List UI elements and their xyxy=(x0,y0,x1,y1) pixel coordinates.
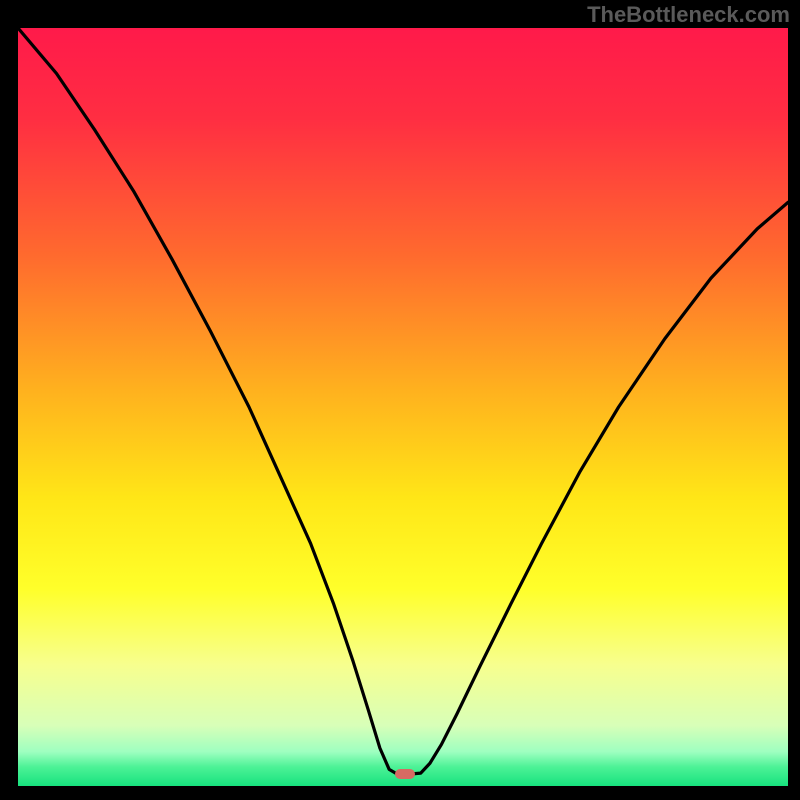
optimum-marker xyxy=(395,769,415,780)
watermark-text: TheBottleneck.com xyxy=(587,2,790,28)
chart-frame: TheBottleneck.com xyxy=(0,0,800,800)
bottleneck-curve xyxy=(18,28,788,786)
plot-area xyxy=(18,28,788,786)
